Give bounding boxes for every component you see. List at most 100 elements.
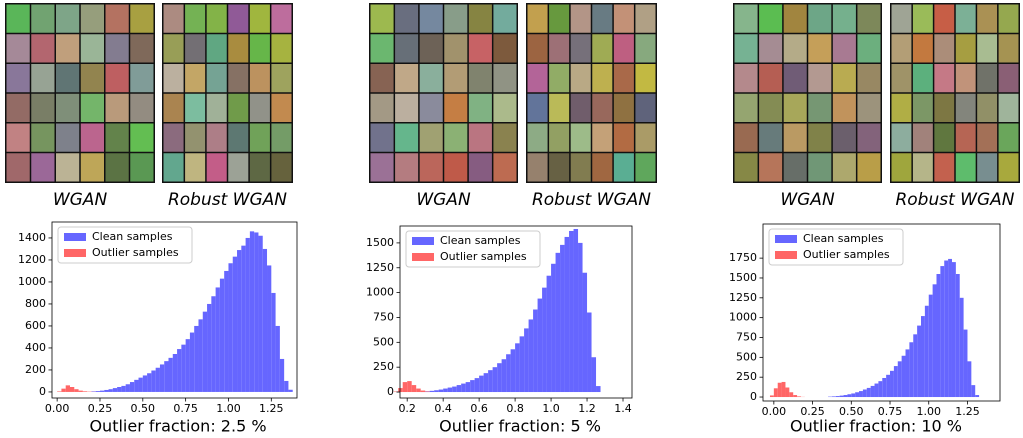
image-tile bbox=[250, 153, 270, 181]
image-tile bbox=[892, 34, 912, 62]
image-tile bbox=[228, 153, 248, 181]
image-tile bbox=[469, 94, 492, 122]
histogram-bar bbox=[488, 370, 492, 392]
y-tick-label: 1250 bbox=[729, 291, 757, 304]
histogram-bar bbox=[258, 236, 262, 392]
image-tile bbox=[130, 5, 153, 33]
histogram-bar bbox=[117, 387, 121, 392]
histogram-bar bbox=[855, 392, 859, 397]
legend-swatch bbox=[775, 235, 797, 243]
histogram-bar bbox=[533, 310, 537, 393]
image-tile bbox=[635, 94, 655, 122]
histogram-bar bbox=[267, 265, 271, 392]
histogram-bar bbox=[66, 385, 70, 392]
image-tile bbox=[956, 153, 976, 181]
image-tile bbox=[469, 153, 492, 181]
image-tile bbox=[956, 94, 976, 122]
histogram-bar bbox=[569, 231, 573, 392]
image-tile bbox=[164, 64, 184, 92]
image-tile bbox=[56, 94, 79, 122]
histogram-bar bbox=[847, 394, 851, 397]
image-tile bbox=[528, 153, 548, 181]
image-tile bbox=[934, 5, 954, 33]
image-tile bbox=[493, 124, 516, 152]
image-tile bbox=[913, 153, 933, 181]
image-tile bbox=[528, 64, 548, 92]
y-tick-label: 1750 bbox=[729, 251, 757, 264]
image-tile bbox=[130, 64, 153, 92]
histogram-bar bbox=[925, 306, 929, 397]
image-tile bbox=[913, 34, 933, 62]
histogram-bar bbox=[484, 373, 488, 392]
image-tile bbox=[7, 34, 30, 62]
image-tile bbox=[469, 124, 492, 152]
image-tile bbox=[271, 34, 291, 62]
histogram-bar bbox=[434, 390, 438, 392]
image-tile bbox=[371, 34, 394, 62]
histogram-bar bbox=[547, 276, 551, 392]
legend-swatch bbox=[64, 233, 86, 241]
histogram-bar bbox=[917, 326, 921, 397]
histogram-bar bbox=[515, 343, 519, 392]
y-tick-label: 250 bbox=[373, 360, 394, 373]
image-tile bbox=[7, 94, 30, 122]
y-tick-label: 750 bbox=[373, 310, 394, 323]
image-tile bbox=[250, 5, 270, 33]
image-tile bbox=[635, 153, 655, 181]
legend-label: Outlier samples bbox=[803, 248, 890, 261]
image-tile bbox=[185, 64, 205, 92]
image-tile bbox=[999, 94, 1019, 122]
histogram-bar bbox=[770, 395, 774, 397]
x-tick-label: 0.6 bbox=[470, 402, 488, 415]
y-tick-label: 0 bbox=[750, 390, 757, 403]
image-tile bbox=[614, 5, 634, 33]
histogram-bar bbox=[871, 386, 875, 397]
image-tile bbox=[735, 94, 758, 122]
image-tile bbox=[207, 64, 227, 92]
image-tile bbox=[528, 34, 548, 62]
histogram-bar bbox=[875, 384, 879, 397]
histogram-bar bbox=[74, 389, 78, 392]
image-tile bbox=[892, 124, 912, 152]
histogram-bar bbox=[280, 359, 284, 392]
image-tile bbox=[571, 5, 591, 33]
image-tile bbox=[857, 64, 880, 92]
histogram-bar bbox=[443, 389, 447, 392]
y-tick-label: 400 bbox=[25, 341, 46, 354]
image-tile bbox=[130, 94, 153, 122]
y-tick-label: 800 bbox=[25, 297, 46, 310]
image-tile bbox=[164, 34, 184, 62]
y-tick-label: 1500 bbox=[729, 271, 757, 284]
histogram-bar bbox=[181, 345, 185, 392]
histogram-bar bbox=[398, 388, 402, 392]
image-tile bbox=[395, 5, 418, 33]
image-tile bbox=[185, 153, 205, 181]
histogram-bar bbox=[890, 371, 894, 397]
image-tile bbox=[913, 124, 933, 152]
histogram-bar bbox=[190, 333, 194, 392]
y-tick-label: 1250 bbox=[366, 261, 394, 274]
histogram-bar bbox=[944, 261, 948, 398]
grid-label: Robust WGAN bbox=[532, 190, 651, 210]
histogram-bar bbox=[956, 274, 960, 397]
histogram-bar bbox=[156, 368, 160, 392]
histogram-bar bbox=[177, 349, 181, 392]
histogram-bar bbox=[878, 381, 882, 397]
y-tick-label: 500 bbox=[736, 350, 757, 363]
histogram-bar bbox=[61, 389, 65, 392]
histogram-bar bbox=[173, 354, 177, 392]
histogram-bar bbox=[276, 326, 280, 392]
image-tile bbox=[250, 34, 270, 62]
y-tick-label: 1000 bbox=[18, 275, 46, 288]
histogram-bar bbox=[233, 257, 237, 392]
image-tile bbox=[833, 153, 856, 181]
image-tile bbox=[892, 64, 912, 92]
histogram-bar bbox=[288, 390, 292, 392]
image-tile bbox=[81, 124, 104, 152]
figure: WGANRobust WGANWGANRobust WGANWGANRobust… bbox=[0, 0, 1023, 438]
histogram-bar bbox=[466, 382, 470, 392]
histogram-bar bbox=[940, 266, 944, 397]
image-tile bbox=[81, 153, 104, 181]
x-tick-label: 1.0 bbox=[542, 402, 560, 415]
y-tick-label: 1500 bbox=[366, 236, 394, 249]
